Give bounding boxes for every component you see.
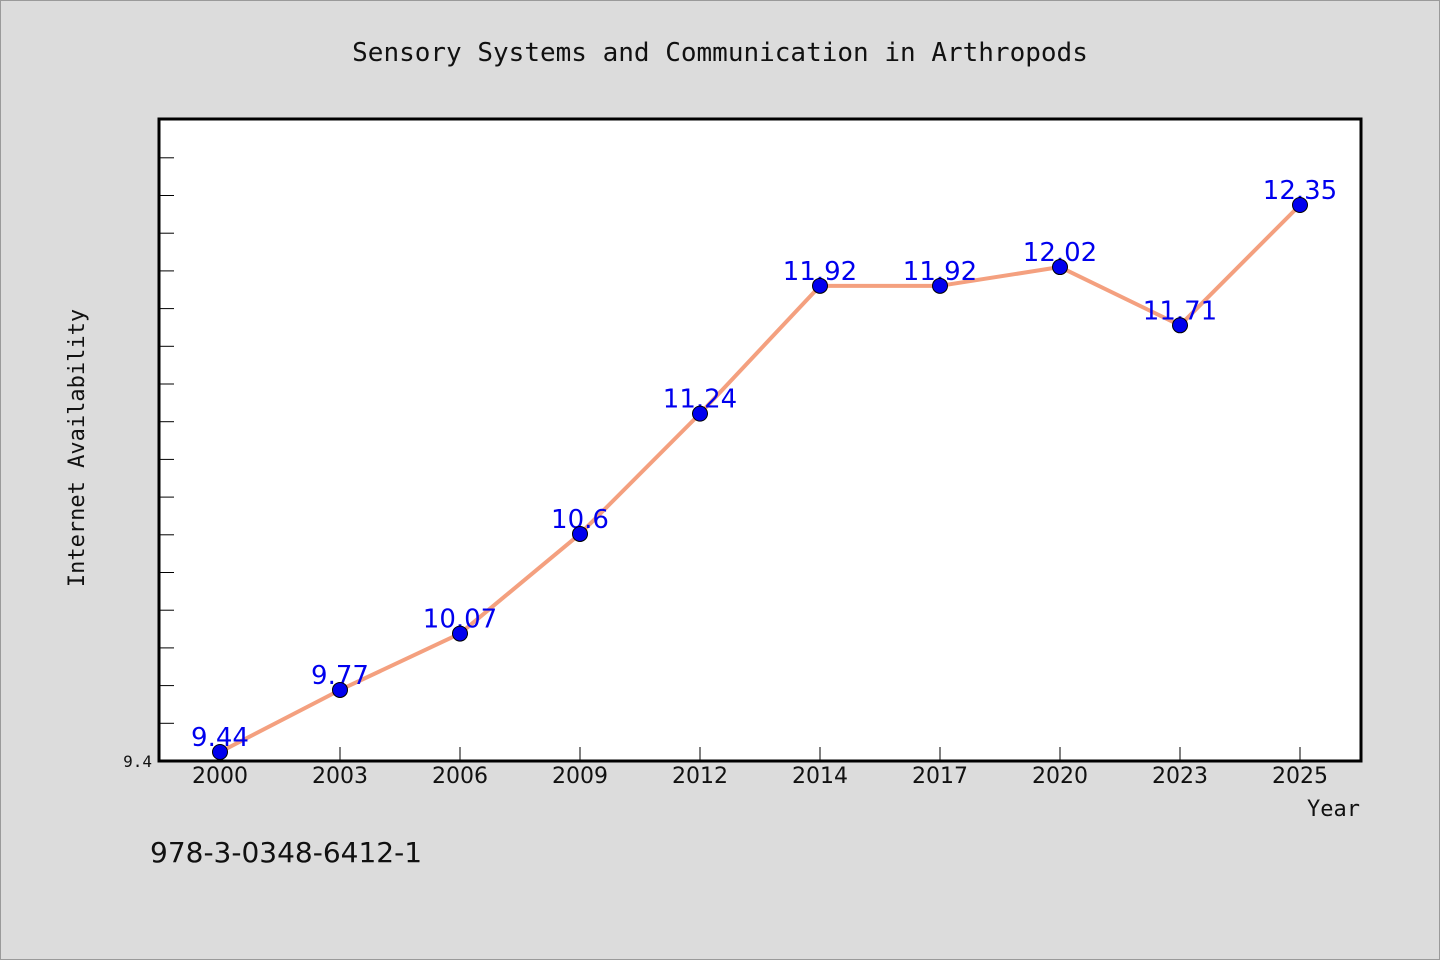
data-point bbox=[332, 681, 348, 698]
data-point bbox=[1292, 197, 1308, 213]
data-point bbox=[572, 525, 588, 542]
data-point bbox=[812, 277, 828, 294]
y-axis-label: Internet Availability bbox=[65, 309, 90, 587]
series-line bbox=[218, 203, 1302, 754]
data-point bbox=[1052, 259, 1068, 276]
data-point bbox=[212, 744, 228, 760]
data-point bbox=[1172, 317, 1188, 334]
x-tick-label: 2017 bbox=[912, 764, 968, 789]
data-point bbox=[692, 405, 708, 422]
x-tick-label: 2012 bbox=[672, 764, 728, 789]
plot-area bbox=[157, 117, 1363, 763]
x-tick-label: 2023 bbox=[1152, 764, 1208, 789]
y-axis-ticks bbox=[159, 157, 174, 762]
isbn-text: 978-3-0348-6412-1 bbox=[150, 836, 422, 869]
x-tick-label: 2003 bbox=[312, 764, 368, 789]
data-point bbox=[452, 625, 468, 642]
x-tick-label: 2006 bbox=[432, 764, 488, 789]
x-axis-tick-labels: 2000 2003 2006 2009 2012 2014 2017 2020 2023 2025 bbox=[192, 764, 1328, 789]
x-tick-label: 2014 bbox=[792, 764, 848, 789]
x-axis-label: Year bbox=[1307, 797, 1360, 822]
series-line-group bbox=[218, 203, 1302, 754]
y-tick-label-min: 9.4 bbox=[123, 752, 152, 771]
x-tick-label: 2009 bbox=[552, 764, 608, 789]
x-tick-label: 2000 bbox=[192, 764, 248, 789]
data-point bbox=[932, 277, 948, 294]
data-markers bbox=[212, 197, 1308, 760]
chart-title: Sensory Systems and Communication in Art… bbox=[352, 38, 1088, 68]
x-tick-label: 2025 bbox=[1272, 764, 1328, 789]
x-tick-label: 2020 bbox=[1032, 764, 1088, 789]
